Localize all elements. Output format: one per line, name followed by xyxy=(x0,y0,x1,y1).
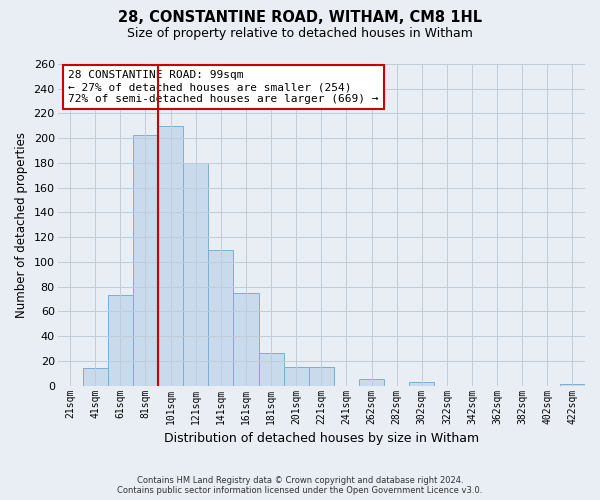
Y-axis label: Number of detached properties: Number of detached properties xyxy=(15,132,28,318)
Bar xyxy=(233,293,259,386)
Bar xyxy=(158,126,183,386)
X-axis label: Distribution of detached houses by size in Witham: Distribution of detached houses by size … xyxy=(164,432,479,445)
Text: 28, CONSTANTINE ROAD, WITHAM, CM8 1HL: 28, CONSTANTINE ROAD, WITHAM, CM8 1HL xyxy=(118,10,482,25)
Bar xyxy=(309,367,334,386)
Bar xyxy=(133,134,158,386)
Bar xyxy=(208,250,233,386)
Bar xyxy=(284,367,309,386)
Bar xyxy=(183,163,208,386)
Text: Contains HM Land Registry data © Crown copyright and database right 2024.
Contai: Contains HM Land Registry data © Crown c… xyxy=(118,476,482,495)
Bar xyxy=(409,382,434,386)
Bar xyxy=(359,380,384,386)
Text: 28 CONSTANTINE ROAD: 99sqm
← 27% of detached houses are smaller (254)
72% of sem: 28 CONSTANTINE ROAD: 99sqm ← 27% of deta… xyxy=(68,70,379,104)
Bar xyxy=(259,354,284,386)
Bar xyxy=(560,384,585,386)
Bar xyxy=(83,368,108,386)
Text: Size of property relative to detached houses in Witham: Size of property relative to detached ho… xyxy=(127,28,473,40)
Bar xyxy=(108,296,133,386)
